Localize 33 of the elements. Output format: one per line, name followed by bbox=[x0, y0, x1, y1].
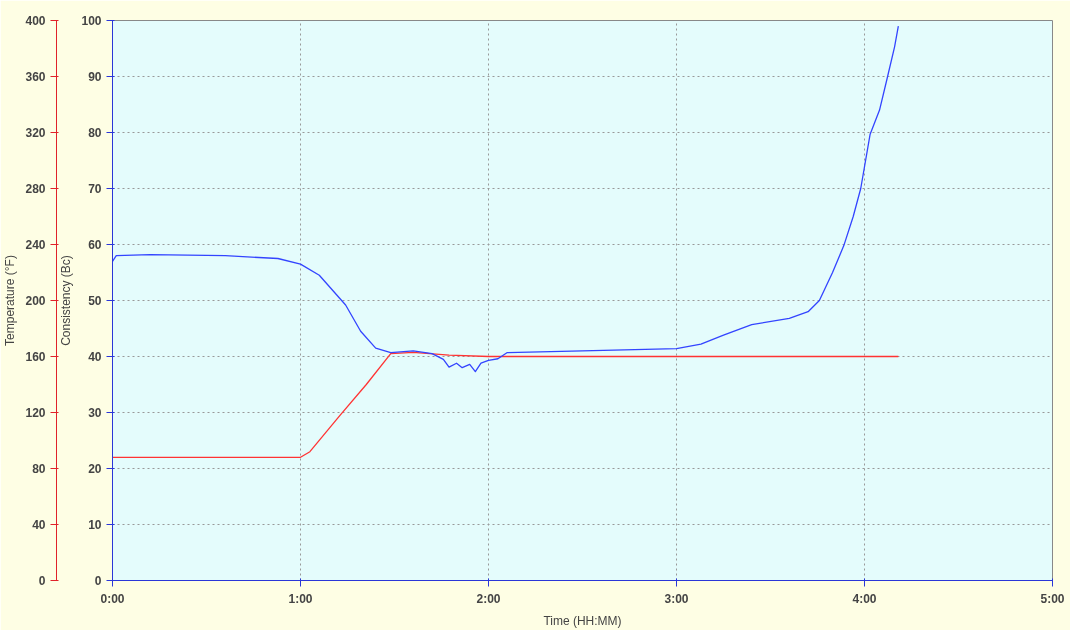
y-tick-label: 400 bbox=[25, 14, 46, 28]
x-tick-label: 2:00 bbox=[476, 591, 501, 606]
x-tick-label: 0:00 bbox=[100, 591, 125, 606]
y2-axis-title: Consistency (Bc) bbox=[59, 255, 74, 346]
y2-tick-label: 80 bbox=[88, 126, 102, 140]
y-tick-label: 160 bbox=[25, 350, 46, 364]
y2-tick-label: 70 bbox=[88, 182, 102, 196]
y2-tick-label: 30 bbox=[88, 406, 102, 420]
y-tick-label: 40 bbox=[32, 518, 46, 532]
y2-tick-label: 100 bbox=[81, 14, 102, 28]
x-tick-label: 1:00 bbox=[288, 591, 313, 606]
y-tick-label: 0 bbox=[38, 574, 46, 588]
x-tick-label: 4:00 bbox=[852, 591, 877, 606]
y2-tick-label: 90 bbox=[88, 70, 102, 84]
line-series bbox=[112, 351, 899, 458]
y2-tick-label: 60 bbox=[88, 238, 102, 252]
line-series bbox=[112, 25, 899, 373]
y-tick-label: 280 bbox=[25, 182, 46, 196]
y-tick-label: 120 bbox=[25, 406, 46, 420]
y-tick-label: 200 bbox=[25, 294, 46, 308]
y2-tick-label: 20 bbox=[88, 462, 102, 476]
y2-tick-label: 0 bbox=[94, 574, 102, 588]
x-tick-label: 3:00 bbox=[664, 591, 689, 606]
y-tick-label: 360 bbox=[25, 70, 46, 84]
x-axis-title: Time (HH:MM) bbox=[543, 613, 622, 628]
x-tick-label: 5:00 bbox=[1040, 591, 1065, 606]
y-tick-label: 320 bbox=[25, 126, 46, 140]
y2-tick-label: 10 bbox=[88, 518, 102, 532]
y2-tick-label: 50 bbox=[88, 294, 102, 308]
y-tick-label: 80 bbox=[32, 462, 46, 476]
y-tick-label: 240 bbox=[25, 238, 46, 252]
y2-tick-label: 40 bbox=[88, 350, 102, 364]
y-axis-title: Temperature (°F) bbox=[3, 255, 18, 346]
